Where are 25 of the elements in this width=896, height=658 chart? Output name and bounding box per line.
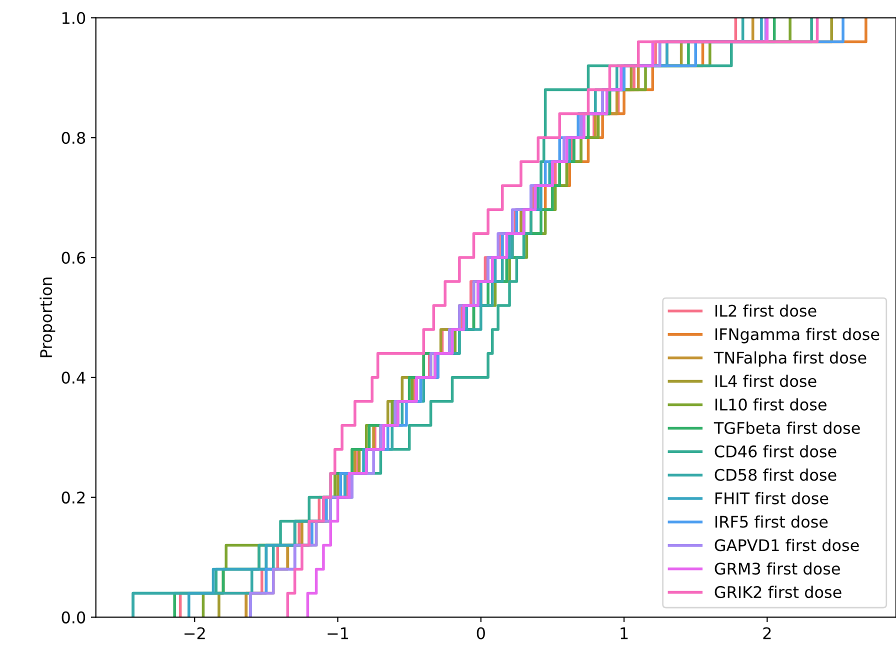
x-tick-label: 1 bbox=[620, 627, 628, 640]
y-tick-label: 0.4 bbox=[62, 372, 86, 384]
legend-label: CD46 first dose bbox=[714, 445, 836, 458]
y-tick-label: 0.6 bbox=[62, 252, 86, 264]
legend-label: GRIK2 first dose bbox=[714, 586, 842, 598]
x-tick-label: −1 bbox=[328, 627, 348, 640]
legend-label: IRF5 first dose bbox=[715, 515, 828, 528]
legend-label: IL4 first dose bbox=[715, 374, 816, 388]
legend-label: GRM3 first dose bbox=[714, 562, 840, 575]
legend-label: TNFalpha first dose bbox=[714, 351, 866, 367]
legend-label: IL10 first dose bbox=[715, 398, 826, 411]
legend-label: IFNgamma first dose bbox=[715, 328, 880, 344]
legend-label: CD58 first dose bbox=[714, 468, 836, 481]
legend-label: IL2 first dose bbox=[715, 304, 816, 317]
x-tick-label: −2 bbox=[184, 627, 205, 640]
y-tick-label: 1.0 bbox=[62, 12, 86, 24]
x-tick-label: 2 bbox=[763, 627, 771, 640]
y-tick-label: 0.2 bbox=[62, 492, 85, 504]
x-tick-label: 0 bbox=[476, 627, 485, 640]
y-tick-label: 0.0 bbox=[62, 611, 86, 624]
y-axis-title: Proportion bbox=[40, 278, 56, 358]
legend-label: FHIT first dose bbox=[715, 492, 828, 504]
y-tick-label: 0.8 bbox=[62, 132, 86, 144]
legend-label: GAPVD1 first dose bbox=[714, 538, 859, 552]
legend-label: TGFbeta first dose bbox=[714, 422, 860, 434]
